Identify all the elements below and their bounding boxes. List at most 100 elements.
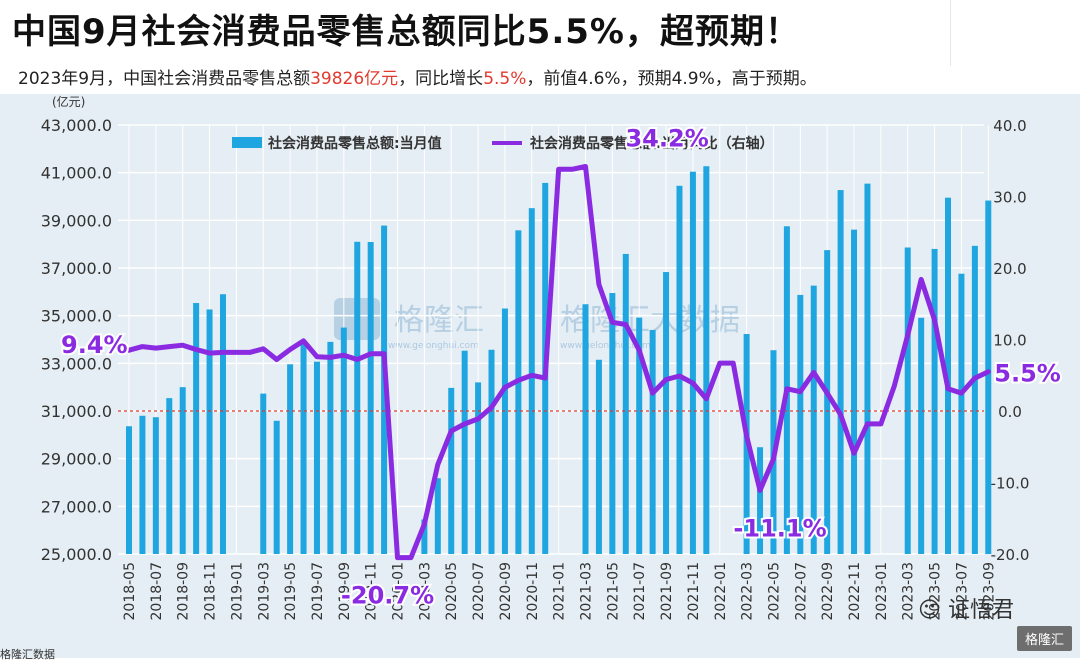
x-tick-label: 2020-05 [444, 562, 460, 621]
annotations-layer: 9.4% -20.7% 34.2% -11.1% 5.5% [59, 122, 1063, 611]
footer-left-text: 格隆汇数据 [0, 648, 55, 661]
bar [179, 387, 186, 554]
x-tick-label: 2022-07 [793, 562, 809, 621]
bar [300, 342, 307, 554]
left-axis-unit: (亿元) [52, 94, 85, 109]
subtitle-value: 39826亿元 [310, 69, 399, 89]
x-tick-label: 2023-09 [981, 562, 997, 621]
bar [421, 519, 428, 554]
x-tick-label: 2021-01 [552, 562, 568, 621]
watermark-brand: 格隆汇 [394, 303, 484, 338]
bar [851, 229, 858, 554]
x-tick-label: 2023-01 [874, 562, 890, 621]
subtitle-part3: ，前值4.6%，预期4.9%，高于预期。 [526, 69, 817, 89]
x-tick-label: 2021-09 [659, 562, 675, 621]
x-tick-label: 2018-11 [203, 562, 219, 621]
x-tick-label: 2023-07 [954, 562, 970, 621]
x-tick-label: 2022-09 [820, 562, 836, 621]
annotation-label: 5.5% [994, 360, 1061, 388]
bar [824, 250, 831, 554]
x-tick-label: 2018-05 [122, 562, 138, 621]
bar [609, 293, 616, 554]
bar [810, 285, 817, 554]
wechat-name: 证悟君 [947, 598, 1014, 623]
left-tick-label: 25,000.0 [41, 545, 112, 564]
bar [206, 309, 213, 554]
x-tick-label: 2020-07 [471, 562, 487, 621]
bar [273, 420, 280, 554]
annotation-label: -20.7% [341, 582, 434, 610]
legend-bar-swatch [232, 137, 262, 148]
right-tick-label: 0.0 [998, 403, 1022, 421]
subtitle-part2: ，同比增长 [398, 69, 484, 89]
left-tick-label: 37,000.0 [41, 259, 112, 278]
left-tick-label: 43,000.0 [41, 116, 112, 135]
bar [595, 359, 602, 554]
bar [152, 417, 159, 554]
subtitle-yoy: 5.5% [483, 69, 527, 89]
x-tick-label: 2021-07 [632, 562, 648, 621]
bar [582, 304, 589, 554]
bar [287, 364, 294, 554]
right-tick-label: -10.0 [991, 475, 1030, 493]
x-tick-label: 2022-05 [766, 562, 782, 621]
page-title: 中国9月社会消费品零售总额同比5.5%，超预期！ [12, 12, 800, 52]
bar [166, 398, 173, 554]
bar [219, 294, 226, 554]
left-tick-label: 31,000.0 [41, 402, 112, 421]
bar [528, 208, 535, 554]
watermark-data-url: www.gelonghui.com [560, 341, 651, 351]
x-tick-label: 2021-03 [578, 562, 594, 621]
annotation-label: 34.2% [625, 124, 708, 152]
right-tick-label: -20.0 [991, 546, 1030, 564]
bar [837, 190, 844, 554]
x-tick-label: 2019-09 [337, 562, 353, 621]
bar [260, 393, 267, 554]
footer-brand: 格隆汇 [1016, 626, 1072, 651]
watermark-brand-url: www.gelonghui.com [388, 341, 479, 351]
legend-line-label: 社会消费品零售总额:当月同比（右轴） [529, 135, 774, 152]
x-tick-label: 2020-01 [391, 562, 407, 621]
x-tick-label: 2019-11 [364, 562, 380, 621]
wechat-watermark: ☺ 证悟君 [918, 598, 1014, 623]
grid-layer [118, 124, 989, 555]
x-tick-label: 2018-09 [176, 562, 192, 621]
annotation-label: -11.1% [733, 514, 826, 542]
bar [475, 382, 482, 554]
bar [622, 253, 629, 554]
bar [958, 273, 965, 554]
annotation-label: 9.4% [61, 331, 128, 359]
bar [649, 329, 656, 554]
bar [126, 426, 132, 554]
x-tick-label: 2019-05 [283, 562, 299, 621]
bar [354, 241, 361, 555]
subtitle-part1: 2023年9月，中国社会消费品零售总额 [18, 69, 311, 89]
x-tick-label: 2019-01 [229, 562, 245, 621]
bar [488, 349, 495, 554]
bar [448, 387, 455, 554]
chart-legend: 社会消费品零售总额:当月值 社会消费品零售总额:当月同比（右轴） [232, 135, 774, 152]
bar [340, 327, 347, 554]
x-tick-label: 2023-05 [928, 562, 944, 621]
yoy-series-line [126, 164, 991, 561]
left-tick-label: 39,000.0 [41, 211, 112, 230]
x-tick-label: 2021-05 [605, 562, 621, 621]
bar [193, 303, 200, 554]
x-tick-label: 2020-11 [525, 562, 541, 621]
bar [918, 317, 925, 554]
bar [864, 183, 871, 554]
bar [663, 272, 670, 554]
page-subtitle: 2023年9月，中国社会消费品零售总额39826亿元，同比增长5.5%，前值4.… [18, 64, 817, 89]
left-tick-label: 33,000.0 [41, 354, 112, 373]
bar [797, 294, 804, 554]
bar [139, 415, 146, 554]
blank-corner-box [950, 0, 1080, 66]
x-tick-label: 2022-03 [740, 562, 756, 621]
bar [676, 185, 683, 554]
left-tick-label: 41,000.0 [41, 164, 112, 183]
bar [971, 245, 978, 554]
bar [636, 317, 643, 554]
left-axis-ticks: 43,000.0 41,000.0 39,000.0 37,000.0 35,000.0… [41, 116, 112, 564]
bar [703, 166, 710, 554]
